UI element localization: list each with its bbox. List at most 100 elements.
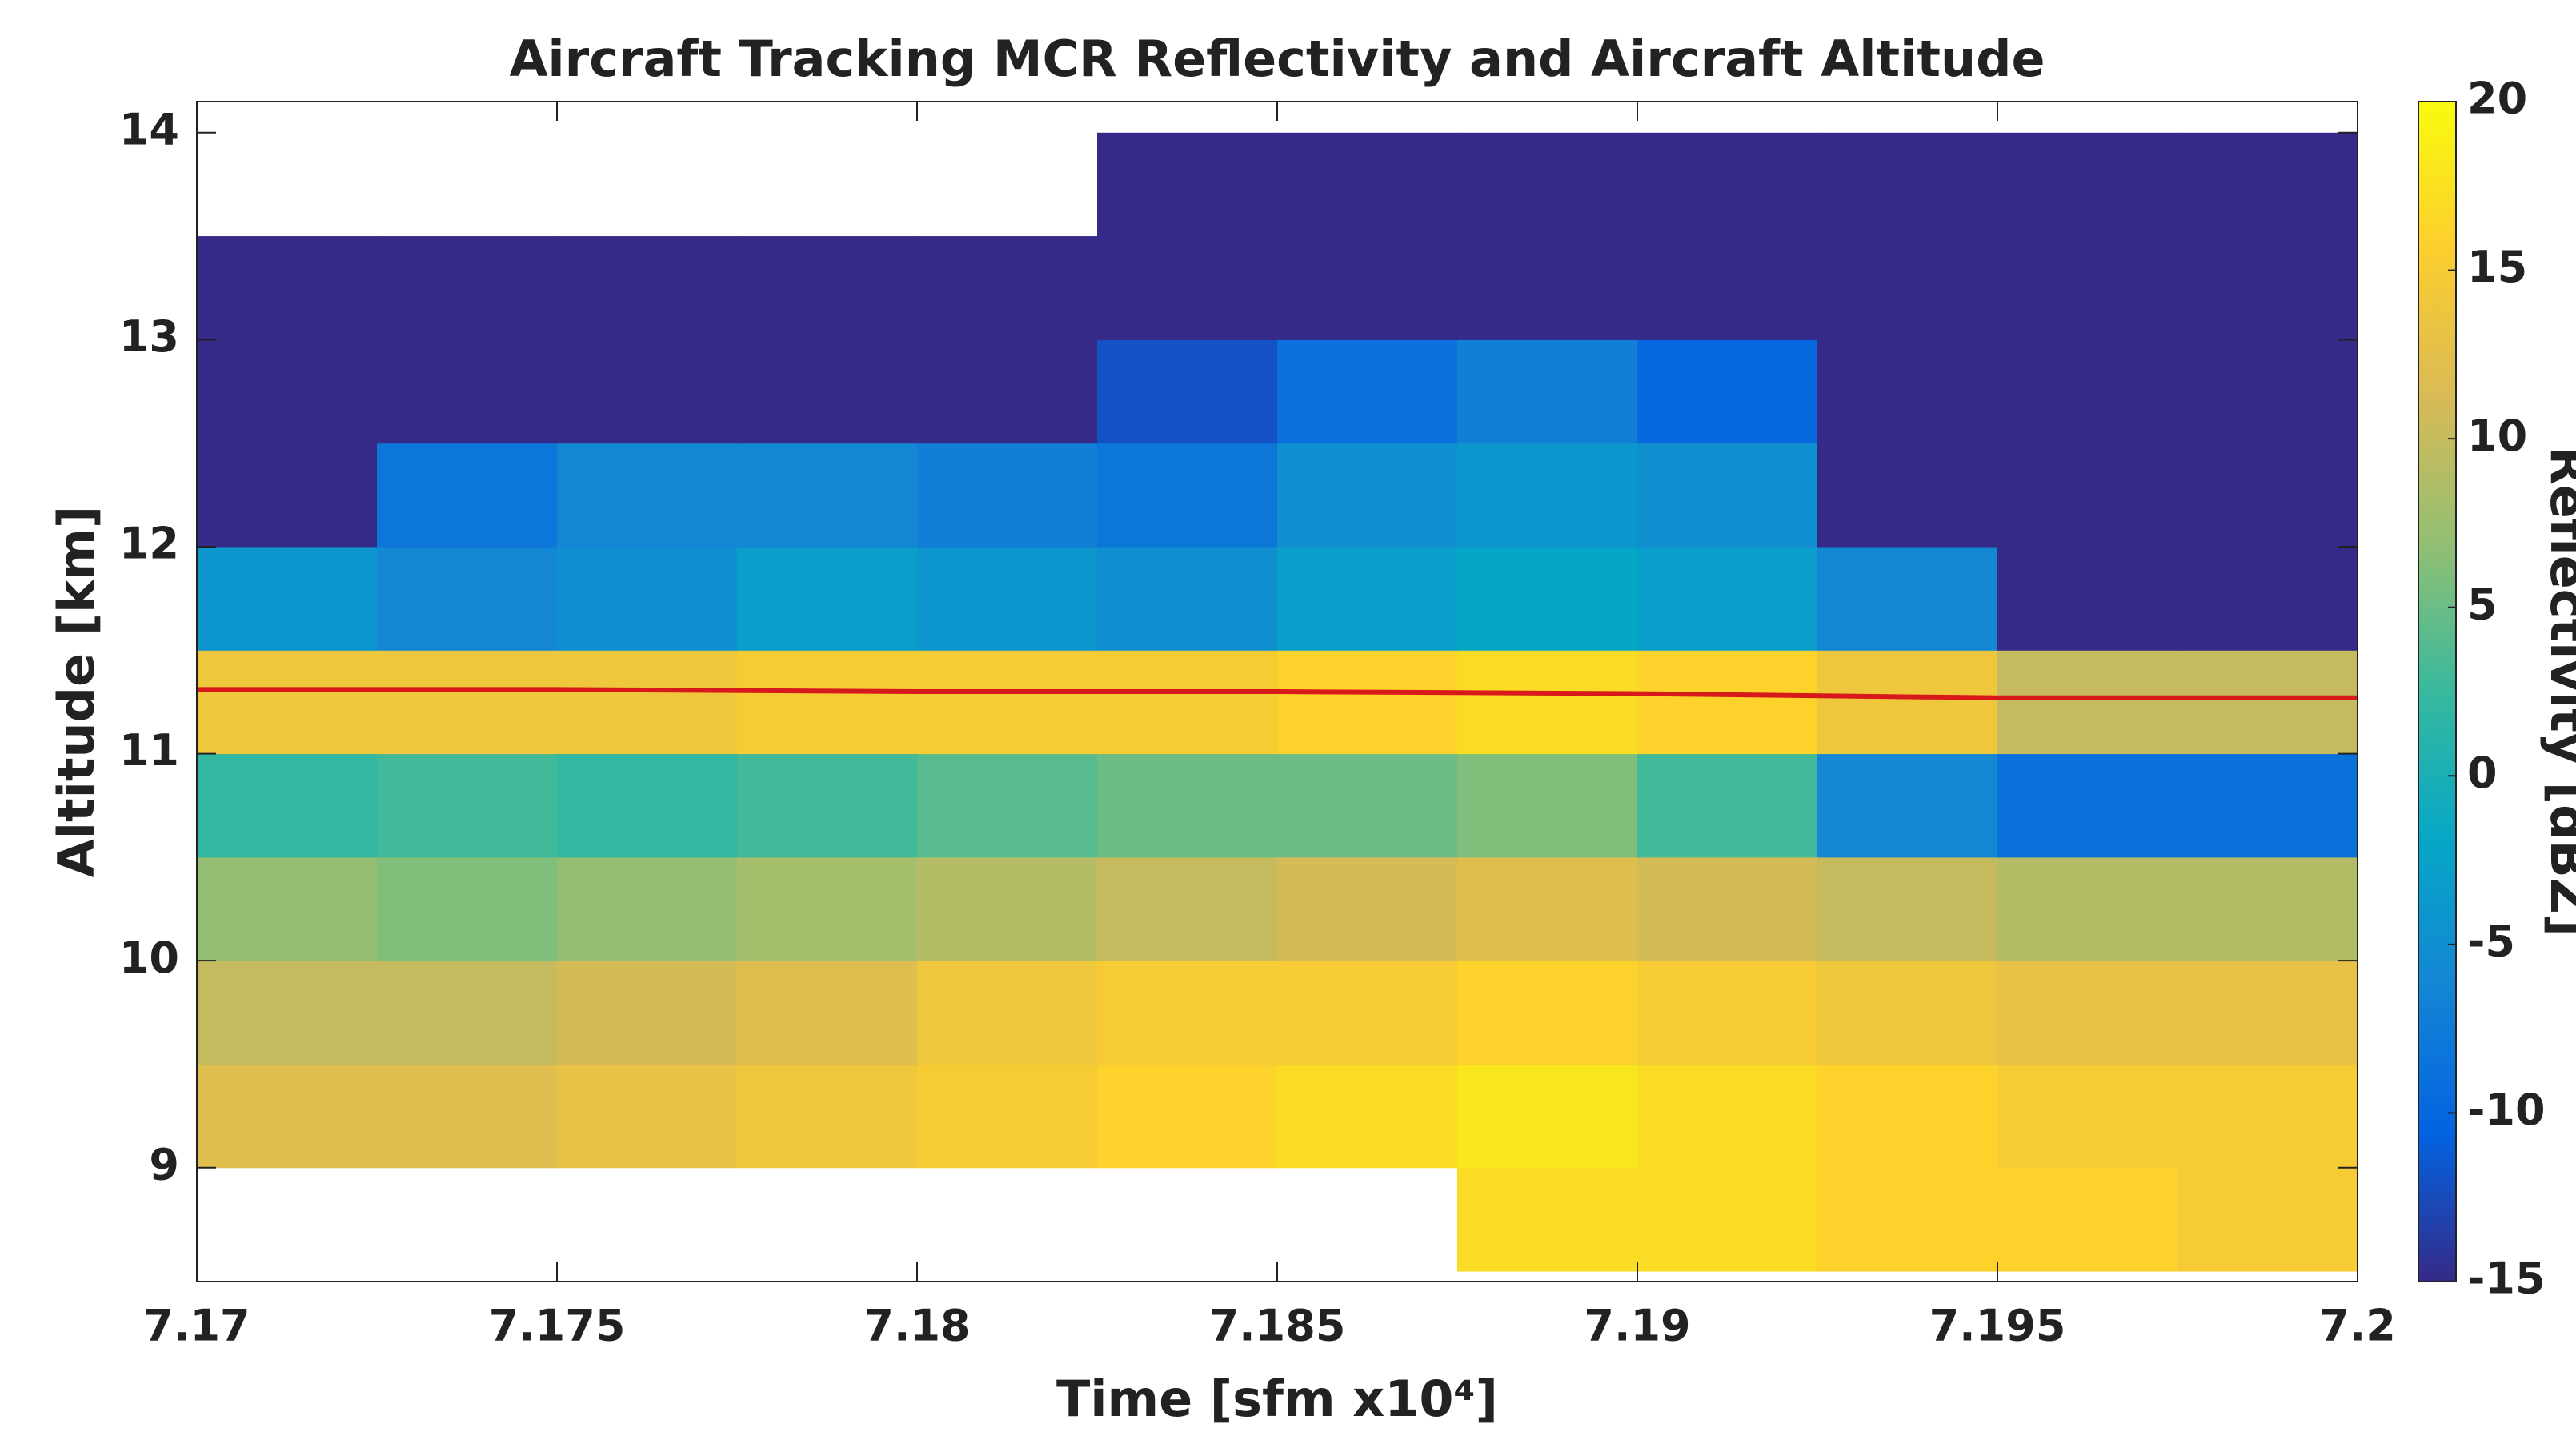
heatmap-cell	[1277, 339, 1458, 444]
y-tick-label: 14	[119, 104, 179, 154]
heatmap-cell	[1637, 856, 1818, 961]
heatmap-cell	[917, 650, 1098, 755]
heatmap-cell	[1997, 650, 2178, 755]
heatmap-cell	[1817, 339, 1998, 444]
heatmap-cell	[1457, 132, 1638, 237]
heatmap-cell	[1997, 546, 2178, 651]
heatmap-cell	[1277, 1064, 1458, 1169]
heatmap-cell	[1457, 650, 1638, 755]
heatmap-cell	[557, 650, 738, 755]
heatmap-cell	[2177, 546, 2358, 651]
heatmap-cell	[1097, 1064, 1278, 1169]
heatmap-cell	[377, 443, 558, 548]
x-tick-label: 7.18	[863, 1301, 970, 1351]
heatmap-cell	[197, 961, 378, 1065]
heatmap-cell	[557, 546, 738, 651]
heatmap-cell	[1637, 546, 1818, 651]
heatmap-cell	[917, 753, 1098, 858]
heatmap-cell	[1097, 132, 1278, 237]
heatmap-cell	[557, 443, 738, 548]
axes-frame	[196, 101, 2358, 1282]
heatmap-cell	[1097, 650, 1278, 755]
heatmap-cell	[1637, 753, 1818, 858]
heatmap-cell	[1097, 443, 1278, 548]
heatmap-cell	[377, 1064, 558, 1169]
heatmap-cell	[1817, 443, 1998, 548]
x-tick-label: 7.2	[2319, 1301, 2396, 1351]
heatmap-cell	[557, 236, 738, 340]
heatmap-cell	[1817, 236, 1998, 340]
heatmap-cell	[1457, 1167, 1638, 1272]
heatmap-cell	[917, 443, 1098, 548]
heatmap-cell	[2177, 443, 2358, 548]
heatmap-cell	[197, 650, 378, 755]
heatmap-cell	[377, 339, 558, 444]
y-tick-label: 9	[149, 1139, 179, 1189]
colorbar-tick-label: 0	[2467, 748, 2498, 798]
heatmap-cell	[737, 856, 918, 961]
heatmap-cell	[557, 961, 738, 1065]
altitude-line	[197, 687, 2358, 700]
heatmap-cell	[197, 443, 378, 548]
heatmap-cell	[737, 650, 918, 755]
heatmap-cell	[917, 1064, 1098, 1169]
heatmap-cell	[1997, 1064, 2178, 1169]
colorbar-tick-label: 10	[2467, 411, 2527, 461]
heatmap-cell	[1817, 961, 1998, 1065]
heatmap-cell	[1637, 443, 1818, 548]
heatmap-cell	[1277, 546, 1458, 651]
heatmap-cell	[2177, 650, 2358, 755]
heatmap-cell	[1277, 961, 1458, 1065]
y-tick-label: 10	[119, 933, 179, 983]
heatmap-cell	[1997, 236, 2178, 340]
heatmap-cell	[737, 443, 918, 548]
heatmap-cell	[197, 1064, 378, 1169]
heatmap-cell	[1817, 546, 1998, 651]
heatmap-cell	[737, 546, 918, 651]
heatmap-cell	[1817, 753, 1998, 858]
x-tick-label: 7.175	[489, 1301, 626, 1351]
heatmap-cell	[557, 1064, 738, 1169]
chart-title: Aircraft Tracking MCR Reflectivity and A…	[509, 30, 2045, 88]
heatmap-cell	[2177, 753, 2358, 858]
heatmap-cell	[1817, 856, 1998, 961]
heatmap-cell	[1637, 1064, 1818, 1169]
x-tick-label: 7.195	[1929, 1301, 2066, 1351]
colorbar	[2418, 101, 2457, 1282]
x-tick-label: 7.185	[1209, 1301, 1346, 1351]
heatmap-cell	[1997, 961, 2178, 1065]
heatmap-cell	[1097, 546, 1278, 651]
heatmap-cell	[1997, 443, 2178, 548]
heatmap-cell	[377, 961, 558, 1065]
heatmap-cell	[1817, 650, 1998, 755]
heatmap-cell	[917, 546, 1098, 651]
colorbar-label: Reflectivity [dBZ]	[2539, 447, 2576, 937]
heatmap-cell	[1457, 236, 1638, 340]
heatmap-cell	[1457, 753, 1638, 858]
heatmap-cell	[1277, 236, 1458, 340]
heatmap-cell	[1277, 650, 1458, 755]
heatmap-cell	[197, 236, 378, 340]
heatmap-cell	[1457, 1064, 1638, 1169]
heatmap-cell	[197, 546, 378, 651]
heatmap-cell	[1637, 650, 1818, 755]
heatmap-cell	[2177, 1167, 2358, 1272]
heatmap-cell	[2177, 132, 2358, 237]
heatmap-cell	[1457, 546, 1638, 651]
heatmap-cell	[1097, 339, 1278, 444]
heatmap-cell	[2177, 961, 2358, 1065]
heatmap-cell	[917, 856, 1098, 961]
heatmap-cell	[377, 650, 558, 755]
heatmap-cell	[2177, 1064, 2358, 1169]
heatmap-cell	[1277, 753, 1458, 858]
heatmap-cell	[1637, 339, 1818, 444]
heatmap-cell	[1637, 961, 1818, 1065]
heatmap-cell	[737, 753, 918, 858]
heatmap	[197, 132, 2358, 1272]
heatmap-cell	[1997, 1167, 2178, 1272]
heatmap-cell	[1817, 1064, 1998, 1169]
heatmap-cell	[1097, 856, 1278, 961]
heatmap-cell	[377, 753, 558, 858]
heatmap-cell	[197, 856, 378, 961]
x-axis-label: Time [sfm x10⁴]	[1056, 1370, 1498, 1428]
